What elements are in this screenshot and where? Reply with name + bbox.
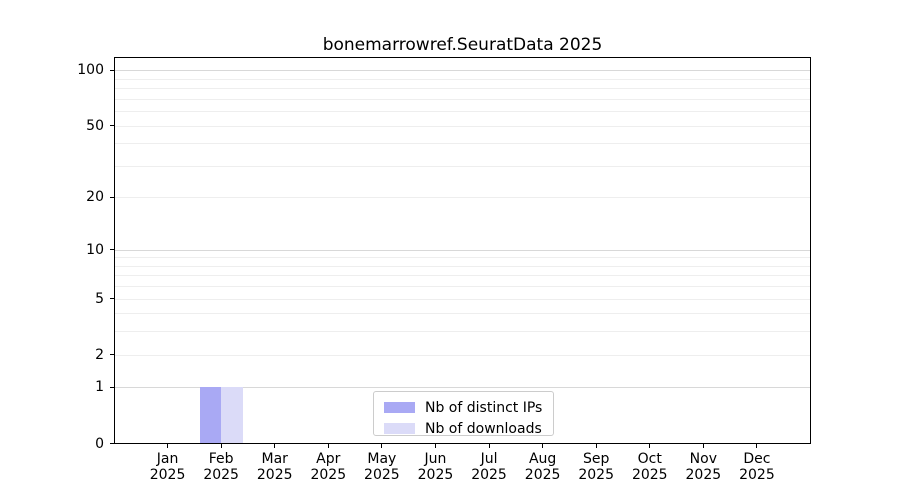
x-tick-label: Apr 2025 — [310, 451, 347, 483]
x-tick-mark — [649, 443, 651, 448]
gridline-major — [114, 387, 811, 389]
y-tick-mark — [110, 125, 114, 127]
gridline-minor — [114, 275, 811, 277]
x-tick-label: Sep 2025 — [578, 451, 614, 483]
y-tick-label: 50 — [86, 117, 104, 134]
legend-swatch-distinct-ips — [384, 402, 415, 413]
gridline-minor — [114, 78, 811, 80]
gridline-major — [114, 70, 811, 72]
gridline-minor — [114, 143, 811, 145]
gridline-minor — [114, 98, 811, 100]
gridline-major — [114, 249, 811, 251]
legend-entry-downloads: Nb of downloads — [384, 418, 553, 439]
legend: Nb of distinct IPs Nb of downloads — [373, 391, 554, 436]
x-tick-mark — [702, 443, 704, 448]
gridline-minor — [114, 125, 811, 127]
x-tick-label: Oct 2025 — [631, 451, 668, 483]
x-tick-mark — [327, 443, 329, 448]
y-tick-mark — [110, 69, 114, 71]
y-tick-mark — [110, 443, 114, 444]
y-tick-label: 2 — [95, 346, 104, 363]
y-tick-label: 10 — [86, 241, 104, 258]
y-tick-label: 0 — [95, 435, 104, 452]
bar-feb-series1 — [221, 387, 243, 444]
chart-title: bonemarrowref.SeuratData 2025 — [322, 35, 603, 55]
x-tick-mark — [488, 443, 490, 448]
y-tick-mark — [110, 298, 114, 300]
x-tick-mark — [434, 443, 436, 448]
y-tick-label: 1 — [95, 379, 104, 396]
x-tick-label: Jan 2025 — [149, 451, 186, 483]
gridline-minor — [114, 111, 811, 113]
x-tick-mark — [274, 443, 276, 448]
x-tick-label: Jun 2025 — [417, 451, 454, 483]
gridline-minor — [114, 313, 811, 315]
x-tick-label: Dec 2025 — [739, 451, 775, 483]
gridline-minor — [114, 265, 811, 267]
gridline-minor — [114, 257, 811, 259]
x-tick-label: Nov 2025 — [685, 451, 722, 483]
legend-label: Nb of distinct IPs — [425, 399, 543, 416]
x-tick-label: Jul 2025 — [471, 451, 507, 483]
y-tick-mark — [110, 354, 114, 356]
legend-label: Nb of downloads — [425, 420, 542, 437]
y-tick-mark — [110, 249, 114, 251]
gridline-minor — [114, 286, 811, 288]
y-tick-label: 20 — [86, 189, 104, 206]
x-tick-label: Mar 2025 — [256, 451, 293, 483]
x-tick-label: Feb 2025 — [203, 451, 239, 483]
x-tick-label: May 2025 — [364, 451, 400, 483]
x-tick-mark — [220, 443, 222, 448]
gridline-minor — [114, 197, 811, 199]
gridline-minor — [114, 165, 811, 167]
gridline-minor — [114, 331, 811, 333]
y-tick-mark — [110, 196, 114, 198]
x-tick-mark — [167, 443, 169, 448]
gridline-minor — [114, 298, 811, 300]
x-tick-mark — [542, 443, 544, 448]
gridline-minor — [114, 354, 811, 356]
x-tick-label: Aug 2025 — [524, 451, 561, 483]
gridline-minor — [114, 88, 811, 90]
y-tick-mark — [110, 386, 114, 388]
bar-feb-series0 — [199, 387, 222, 444]
x-tick-mark — [756, 443, 758, 448]
x-tick-mark — [595, 443, 597, 448]
x-tick-mark — [381, 443, 383, 448]
legend-entry-distinct-ips: Nb of distinct IPs — [384, 397, 553, 418]
y-tick-label: 5 — [95, 290, 104, 307]
y-tick-label: 100 — [77, 62, 104, 79]
legend-swatch-downloads — [384, 423, 415, 434]
